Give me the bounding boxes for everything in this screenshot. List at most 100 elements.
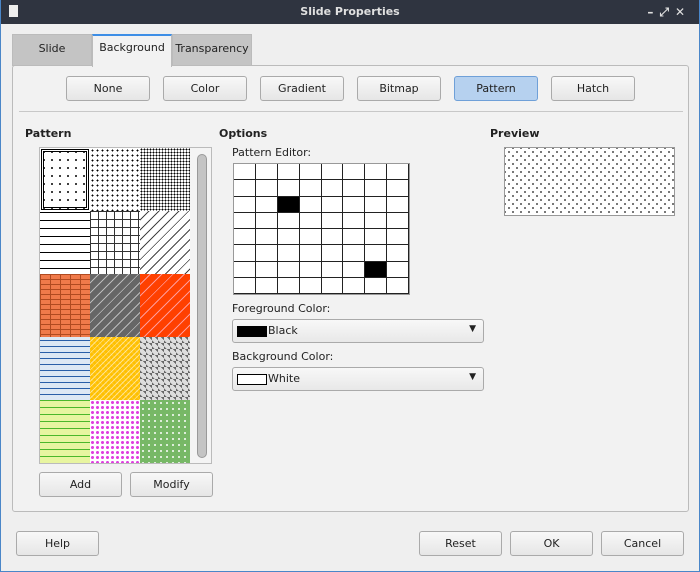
pattern-cell[interactable] (343, 212, 366, 229)
pattern-cell[interactable] (343, 277, 366, 294)
ok-button[interactable]: OK (510, 531, 593, 556)
pattern-cell[interactable] (234, 212, 256, 229)
tab-transparency[interactable]: Transparency (172, 34, 252, 66)
pattern-cell[interactable] (299, 261, 322, 278)
pattern-cell[interactable] (365, 277, 388, 294)
gradient-button[interactable]: Gradient (260, 76, 344, 101)
pattern-cell[interactable] (299, 164, 322, 181)
none-button[interactable]: None (66, 76, 150, 101)
foreground-color-dropdown[interactable]: Black ▼ (232, 319, 484, 343)
pattern-tile-blue-waves[interactable] (40, 337, 90, 400)
pattern-tile-green-sprinkle[interactable] (140, 400, 190, 463)
color-button[interactable]: Color (163, 76, 247, 101)
pattern-cell[interactable] (365, 180, 388, 197)
bitmap-button[interactable]: Bitmap (357, 76, 441, 101)
pattern-cell[interactable] (321, 277, 344, 294)
pattern-cell[interactable] (365, 245, 388, 262)
pattern-cell[interactable] (365, 229, 388, 246)
close-icon[interactable]: ✕ (674, 5, 691, 19)
pattern-cell[interactable] (387, 196, 409, 213)
pattern-cell[interactable] (343, 245, 366, 262)
pattern-tile-dots-dense[interactable] (140, 148, 190, 211)
pattern-cell[interactable] (234, 229, 256, 246)
pattern-cell[interactable] (343, 180, 366, 197)
pattern-cell[interactable] (321, 229, 344, 246)
pattern-cell[interactable] (343, 229, 366, 246)
pattern-cell[interactable] (277, 212, 300, 229)
pattern-cell[interactable] (255, 261, 278, 278)
pattern-tile-gray-checker[interactable] (140, 337, 190, 400)
reset-button[interactable]: Reset (419, 531, 502, 556)
tab-slide[interactable]: Slide (12, 34, 92, 66)
pattern-tile-diagonal-slashes[interactable] (140, 211, 190, 274)
pattern-cell[interactable] (255, 196, 278, 213)
pattern-cell[interactable] (234, 277, 256, 294)
maximize-icon[interactable]: ⤢ (659, 5, 675, 19)
pattern-cell[interactable] (387, 212, 409, 229)
pattern-cell[interactable] (387, 277, 409, 294)
pattern-cell[interactable] (343, 196, 366, 213)
pattern-cell[interactable] (299, 180, 322, 197)
pattern-cell[interactable] (387, 164, 409, 181)
pattern-cell[interactable] (234, 261, 256, 278)
pattern-cell[interactable] (365, 196, 388, 213)
pattern-cell[interactable] (234, 196, 256, 213)
pattern-cell[interactable] (255, 277, 278, 294)
minimize-icon[interactable]: – (647, 5, 660, 19)
pattern-cell[interactable] (387, 245, 409, 262)
pattern-cell[interactable] (299, 212, 322, 229)
background-color-dropdown[interactable]: White ▼ (232, 367, 484, 391)
pattern-cell[interactable] (277, 277, 300, 294)
pattern-cell[interactable] (234, 164, 256, 181)
pattern-cell[interactable] (321, 212, 344, 229)
pattern-cell[interactable] (343, 164, 366, 181)
modify-button[interactable]: Modify (130, 472, 213, 497)
tab-background[interactable]: Background (92, 34, 172, 67)
pattern-cell[interactable] (277, 245, 300, 262)
pattern-cell[interactable] (299, 229, 322, 246)
pattern-tile-lime-dashes[interactable] (40, 400, 90, 463)
pattern-cell[interactable] (321, 180, 344, 197)
pattern-cell[interactable] (277, 180, 300, 197)
pattern-cell[interactable] (255, 164, 278, 181)
pattern-editor[interactable] (233, 163, 410, 295)
pattern-tile-orange-bricks[interactable] (40, 274, 90, 337)
pattern-cell[interactable] (299, 245, 322, 262)
pattern-tile-dots-sparse[interactable] (40, 148, 90, 211)
pattern-cell[interactable] (255, 229, 278, 246)
pattern-tile-magenta-dots[interactable] (90, 400, 140, 463)
gallery-scrollbar[interactable] (197, 154, 207, 458)
pattern-cell[interactable] (365, 261, 388, 278)
pattern-cell[interactable] (299, 277, 322, 294)
pattern-tile-diagonal-dashes[interactable] (40, 211, 90, 274)
pattern-cell[interactable] (277, 229, 300, 246)
pattern-cell[interactable] (255, 212, 278, 229)
pattern-cell[interactable] (321, 196, 344, 213)
pattern-tile-gray-diagonal[interactable] (90, 274, 140, 337)
pattern-cell[interactable] (277, 196, 300, 213)
pattern-tile-red-scales[interactable] (140, 274, 190, 337)
pattern-tile-dots-medium[interactable] (90, 148, 140, 211)
hatch-button[interactable]: Hatch (551, 76, 635, 101)
pattern-tile-yellow-weave[interactable] (90, 337, 140, 400)
pattern-tile-dotted-grid[interactable] (90, 211, 140, 274)
pattern-cell[interactable] (277, 261, 300, 278)
pattern-gallery[interactable] (39, 147, 212, 464)
pattern-cell[interactable] (343, 261, 366, 278)
help-button[interactable]: Help (16, 531, 99, 556)
pattern-cell[interactable] (365, 164, 388, 181)
pattern-cell[interactable] (321, 261, 344, 278)
pattern-cell[interactable] (234, 180, 256, 197)
add-button[interactable]: Add (39, 472, 122, 497)
pattern-cell[interactable] (321, 245, 344, 262)
pattern-cell[interactable] (255, 180, 278, 197)
cancel-button[interactable]: Cancel (601, 531, 684, 556)
pattern-cell[interactable] (387, 261, 409, 278)
pattern-cell[interactable] (299, 196, 322, 213)
pattern-cell[interactable] (277, 164, 300, 181)
pattern-cell[interactable] (234, 245, 256, 262)
pattern-cell[interactable] (365, 212, 388, 229)
pattern-cell[interactable] (387, 229, 409, 246)
pattern-cell[interactable] (387, 180, 409, 197)
pattern-cell[interactable] (321, 164, 344, 181)
